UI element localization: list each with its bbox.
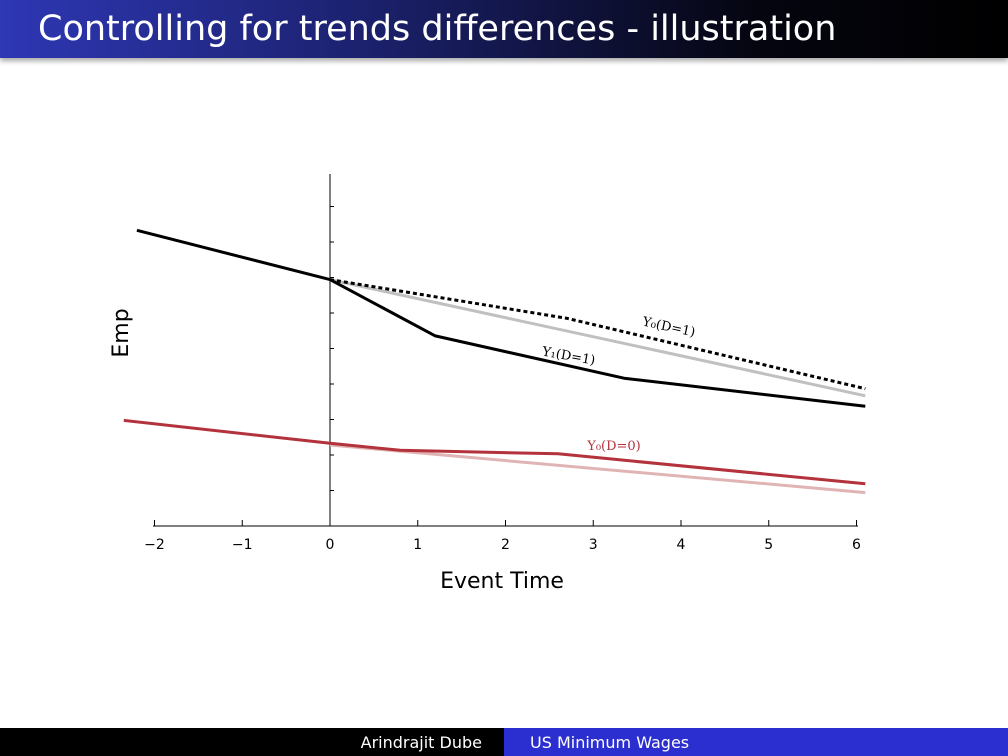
footer-bar: Arindrajit Dube US Minimum Wages [0, 728, 1008, 756]
series-line-treated-trend [329, 278, 866, 398]
x-axis-title: Event Time [440, 569, 564, 594]
series-line-control-observed [123, 418, 866, 486]
x-tick-label: 0 [326, 537, 335, 553]
footer-talk-title: US Minimum Wages [504, 728, 1008, 756]
x-tick-label: 5 [764, 537, 773, 553]
x-tick-label: 6 [852, 537, 861, 553]
x-tick-label: 3 [589, 537, 598, 553]
x-tick-label: 4 [677, 537, 686, 553]
x-tick-label: −1 [232, 537, 253, 553]
slide-title: Controlling for trends differences - ill… [38, 9, 837, 49]
title-bar: Controlling for trends differences - ill… [0, 0, 1008, 58]
x-tick-label: −2 [144, 537, 165, 553]
series-line-control-trend [329, 443, 866, 495]
y-axis-title: Emp [109, 308, 134, 357]
series-label-control-observed: Y₀(D=0) [586, 439, 641, 454]
x-tick-label: 2 [501, 537, 510, 553]
series-line-treated-observed [136, 228, 866, 408]
x-tick-label: 1 [413, 537, 422, 553]
series-line-treated-counterfactual [329, 278, 866, 391]
footer-author: Arindrajit Dube [0, 728, 504, 756]
